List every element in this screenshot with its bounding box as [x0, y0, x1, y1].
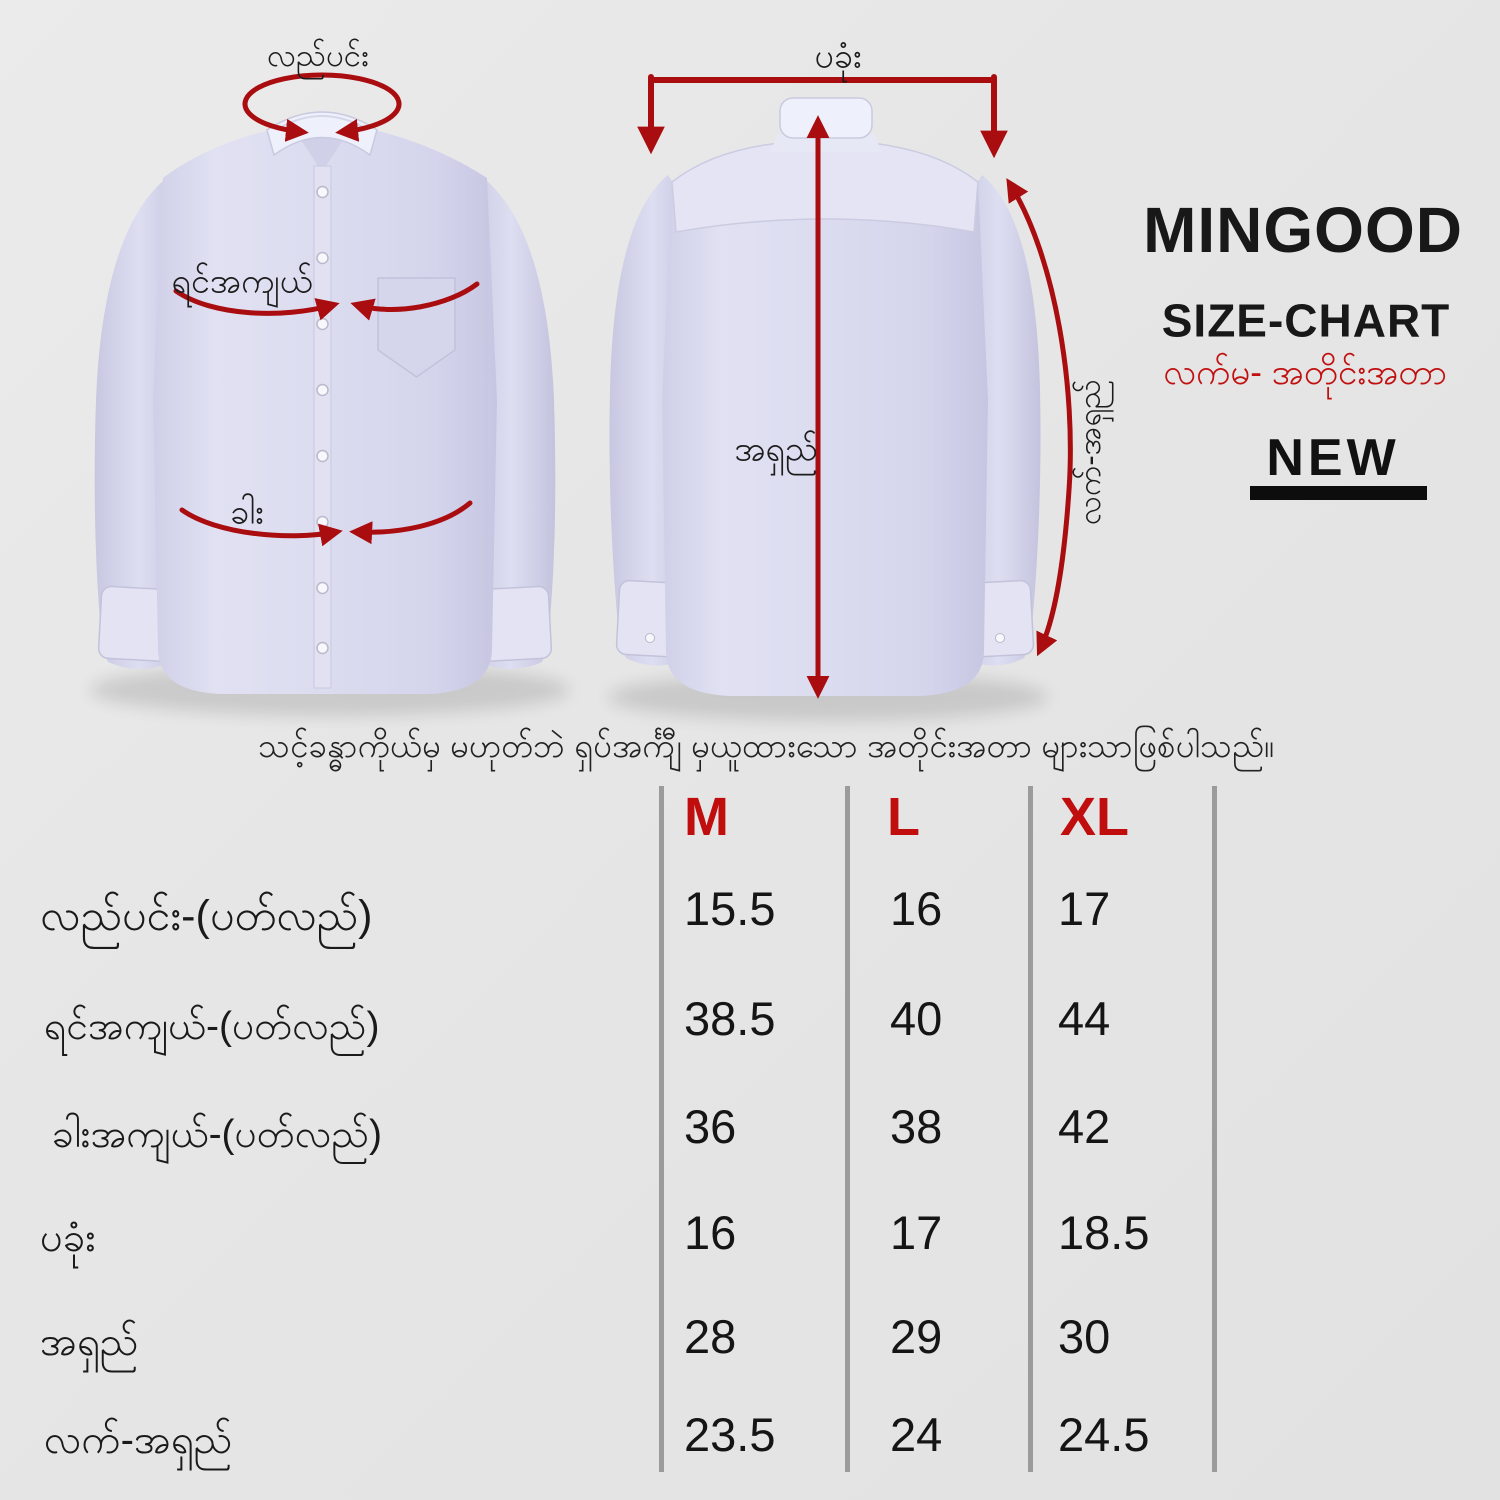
row-label-waist: ခါးအကျယ်-(ပတ်လည်) — [52, 1113, 383, 1156]
cell-sleeve-m: 23.5 — [684, 1408, 776, 1461]
brand-subtitle: SIZE-CHART — [1161, 294, 1451, 347]
brand-tagline: လက်မ- အတိုင်းအတာ — [1163, 352, 1447, 392]
cell-neck-l: 16 — [890, 882, 943, 935]
row-label-shoulder: ပခုံး — [40, 1216, 96, 1260]
column-header-m: M — [684, 787, 729, 847]
front-placket — [313, 165, 332, 689]
cell-chest-m: 38.5 — [684, 992, 776, 1045]
shirt-back — [608, 97, 1048, 721]
shoulder-label: ပခုံး — [814, 37, 862, 76]
back-right-cuff-button — [995, 633, 1005, 643]
cell-chest-l: 40 — [890, 992, 943, 1045]
table-line-1 — [659, 786, 664, 1472]
back-collar-band — [779, 97, 873, 139]
sleeve-length-label: လက်-အရှည် — [1072, 379, 1108, 525]
measurement-arrows — [173, 72, 1073, 699]
cell-sleeve-xl: 24.5 — [1058, 1408, 1150, 1461]
row-label-chest: ရင်အကျယ်-(ပတ်လည်) — [44, 1005, 380, 1048]
cell-waist-l: 38 — [890, 1100, 943, 1153]
column-header-xl: XL — [1060, 787, 1130, 847]
chest-label: ရင်အကျယ် — [171, 262, 313, 301]
shirt-front — [90, 111, 570, 716]
row-label-length: အရှည် — [40, 1320, 139, 1364]
row-label-neck: လည်ပင်း-(ပတ်လည်) — [40, 892, 373, 940]
sleeve-length-arrow — [1006, 178, 1073, 657]
table-line-2 — [845, 786, 850, 1472]
cell-neck-xl: 17 — [1058, 882, 1111, 935]
cell-length-m: 28 — [684, 1310, 737, 1363]
cell-chest-xl: 44 — [1058, 992, 1111, 1045]
new-badge-underline — [1250, 486, 1427, 500]
cell-shoulder-l: 17 — [890, 1206, 943, 1259]
new-badge: NEW — [1266, 429, 1400, 488]
table-line-4 — [1212, 786, 1217, 1472]
cell-shoulder-m: 16 — [684, 1206, 737, 1259]
row-label-sleeve: လက်-အရှည် — [44, 1418, 233, 1462]
column-header-l: L — [887, 787, 920, 847]
table-line-3 — [1028, 786, 1033, 1472]
waist-arrow-right — [349, 500, 473, 545]
cell-shoulder-xl: 18.5 — [1058, 1206, 1150, 1259]
length-label: အရှည် — [734, 430, 818, 469]
chest-arrow-left — [173, 288, 340, 321]
cell-waist-m: 36 — [684, 1100, 737, 1153]
neck-circumference-arrow — [242, 72, 402, 142]
back-yoke — [671, 141, 979, 233]
front-buttons — [316, 185, 329, 655]
waist-label: ခါး — [230, 493, 264, 532]
chest-arrow-right — [350, 281, 480, 321]
brand-name: MINGOOD — [1143, 194, 1463, 267]
cell-sleeve-l: 24 — [890, 1408, 943, 1461]
cell-length-xl: 30 — [1058, 1310, 1111, 1363]
cell-length-l: 29 — [890, 1310, 943, 1363]
cell-neck-m: 15.5 — [684, 882, 776, 935]
cell-waist-xl: 42 — [1058, 1100, 1111, 1153]
back-left-cuff-button — [645, 633, 655, 643]
neck-label: လည်ပင်း — [267, 38, 369, 74]
waist-arrow-left — [179, 507, 343, 547]
disclaimer-note: သင့်ခန္ဓာကိုယ်မှ မဟုတ်ဘဲ ရှပ်အင်္ကျီ မှယ… — [258, 727, 1274, 765]
